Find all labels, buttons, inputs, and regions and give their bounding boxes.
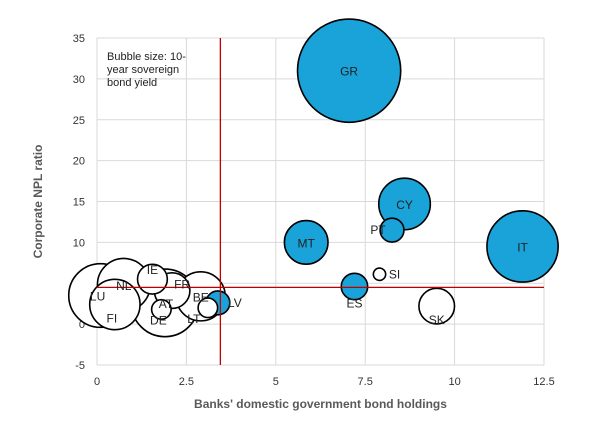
bubble-label-sk: SK	[429, 313, 445, 327]
bubble-label-ie: IE	[147, 263, 158, 277]
y-tick-label: 30	[73, 74, 85, 86]
x-tick-label: 7.5	[358, 376, 373, 388]
x-axis-title: Banks' domestic government bond holdings	[194, 397, 447, 411]
bubble-label-gr: GR	[340, 65, 358, 79]
bubble-label-it: IT	[517, 240, 528, 254]
y-axis-title: Corporate NPL ratio	[31, 145, 45, 259]
bubble-label-fr: FR	[174, 278, 190, 292]
bubble-label-lu: LU	[90, 290, 105, 304]
bubble-it	[486, 210, 559, 283]
bubble-label-at: AT	[159, 297, 174, 311]
note-line: year sovereign	[107, 64, 179, 76]
bubble-label-cy: CY	[396, 198, 413, 212]
y-tick-label: 25	[73, 115, 85, 127]
x-tick-label: 5	[273, 376, 279, 388]
bubble-label-fi: FI	[107, 312, 118, 326]
y-tick-label: 0	[79, 319, 85, 331]
bubble-label-lt: LT	[187, 312, 201, 326]
bubble-label-si: SI	[389, 267, 400, 281]
bubble-lt	[197, 297, 219, 319]
bubble-label-nl: NL	[116, 279, 132, 293]
bubble-label-de: DE	[150, 313, 167, 327]
x-tick-label: 12.5	[533, 376, 554, 388]
bubble-label-be: BE	[193, 290, 209, 304]
note-line: Bubble size: 10-	[107, 51, 186, 63]
bubble-label-mt: MT	[298, 236, 316, 250]
bubble-label-es: ES	[346, 297, 362, 311]
y-tick-label: 20	[73, 156, 85, 168]
bubble-fi	[88, 278, 141, 331]
bubble-gr	[296, 18, 402, 124]
bubble-label-pt: PT	[370, 223, 386, 237]
y-tick-label: 15	[73, 197, 85, 209]
y-tick-label: 35	[73, 33, 85, 45]
bubble-pt	[379, 217, 405, 243]
y-tick-label: -5	[75, 360, 85, 372]
x-tick-label: 10	[448, 376, 460, 388]
bubble-sk	[418, 287, 456, 325]
note-line: bond yield	[107, 77, 157, 89]
x-tick-label: 0	[94, 376, 100, 388]
reference-lines	[97, 38, 544, 365]
y-tick-label: 10	[73, 237, 85, 249]
bubble-mt	[283, 219, 329, 265]
bubbles	[67, 18, 559, 338]
bubble-es	[340, 272, 369, 301]
bubble-de	[150, 298, 172, 320]
x-tick-label: 2.5	[179, 376, 194, 388]
bubble-si	[372, 267, 387, 282]
bubble-label-lv: LV	[228, 296, 242, 310]
bubble-ie	[136, 263, 169, 295]
